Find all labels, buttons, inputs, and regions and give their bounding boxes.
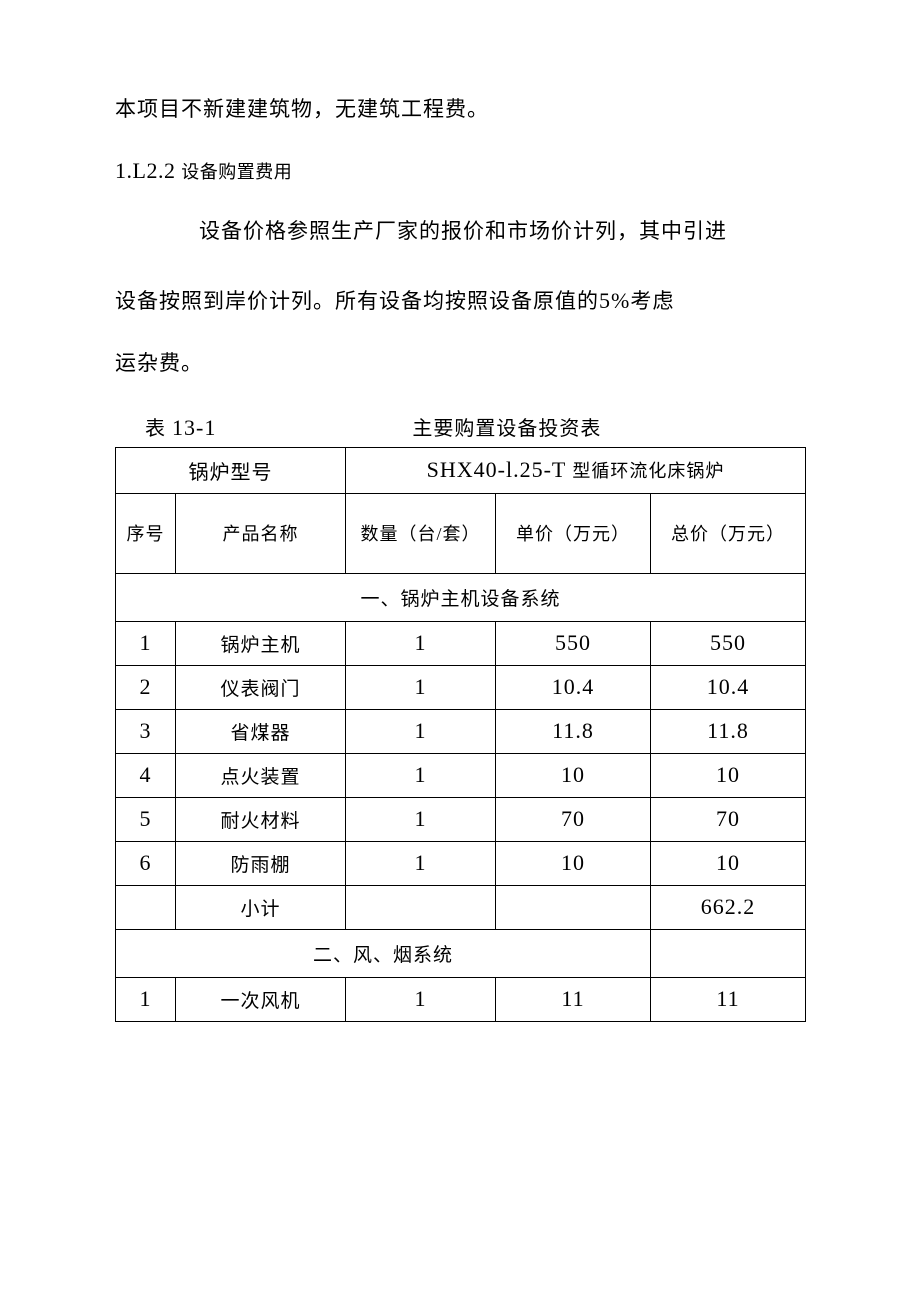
cell-seq: 2	[116, 665, 176, 709]
table-caption: 表 13-1 主要购置设备投资表	[115, 412, 805, 441]
cell-name: 小计	[176, 885, 346, 929]
cell-price	[496, 885, 651, 929]
section-2-header: 二、风、烟系统	[116, 929, 806, 977]
cell-name: 锅炉主机	[176, 621, 346, 665]
table-row: 4 点火装置 1 10 10	[116, 753, 806, 797]
col-seq-header: 序号	[116, 493, 176, 573]
cell-total: 11	[651, 977, 806, 1021]
table-title: 主要购置设备投资表	[412, 412, 601, 441]
table-row: 5 耐火材料 1 70 70	[116, 797, 806, 841]
para3-a: 设备按照到岸价计列。所有设备均按照设备原值的	[115, 289, 599, 313]
cell-total: 550	[651, 621, 806, 665]
col-qty-header: 数量（台/套）	[346, 493, 496, 573]
model-value-cell: SHX40-l.25-T 型循环流化床锅炉	[346, 447, 806, 493]
model-value: SHX40-l.25-T	[427, 457, 567, 482]
section-1-label: 一、锅炉主机设备系统	[116, 573, 806, 621]
cell-qty: 1	[346, 841, 496, 885]
cell-price: 70	[496, 797, 651, 841]
cell-total: 662.2	[651, 885, 806, 929]
section-2-label: 二、风、烟系统	[116, 929, 651, 977]
cell-qty: 1	[346, 709, 496, 753]
subtotal-row: 小计 662.2	[116, 885, 806, 929]
section-1-header: 一、锅炉主机设备系统	[116, 573, 806, 621]
cell-qty: 1	[346, 797, 496, 841]
cell-qty	[346, 885, 496, 929]
cell-total: 70	[651, 797, 806, 841]
cell-name: 耐火材料	[176, 797, 346, 841]
cell-total: 10	[651, 753, 806, 797]
cell-price: 10	[496, 841, 651, 885]
cell-qty: 1	[346, 621, 496, 665]
paragraph-3: 设备按照到岸价计列。所有设备均按照设备原值的5%考虑	[115, 280, 805, 322]
cell-seq: 1	[116, 977, 176, 1021]
cell-name: 省煤器	[176, 709, 346, 753]
cell-total: 10	[651, 841, 806, 885]
cell-name: 点火装置	[176, 753, 346, 797]
intro-paragraph: 本项目不新建建筑物，无建筑工程费。	[115, 90, 805, 130]
section-heading: 1.L2.2 设备购置费用	[115, 158, 805, 184]
table-row: 2 仪表阀门 1 10.4 10.4	[116, 665, 806, 709]
heading-label: 设备购置费用	[181, 162, 292, 182]
investment-table: 锅炉型号 SHX40-l.25-T 型循环流化床锅炉 序号 产品名称 数量（台/…	[115, 447, 806, 1022]
table-row: 3 省煤器 1 11.8 11.8	[116, 709, 806, 753]
heading-number: 1.L2.2	[115, 158, 175, 183]
cell-name: 一次风机	[176, 977, 346, 1021]
cell-name: 仪表阀门	[176, 665, 346, 709]
cell-price: 550	[496, 621, 651, 665]
table-header-row-2: 序号 产品名称 数量（台/套） 单价（万元） 总价（万元）	[116, 493, 806, 573]
paragraph-4: 运杂费。	[115, 344, 805, 384]
table-number: 13-1	[172, 415, 216, 440]
table-header-row-1: 锅炉型号 SHX40-l.25-T 型循环流化床锅炉	[116, 447, 806, 493]
table-row: 1 锅炉主机 1 550 550	[116, 621, 806, 665]
cell-qty: 1	[346, 753, 496, 797]
cell-price: 10	[496, 753, 651, 797]
cell-seq	[116, 885, 176, 929]
cell-name: 防雨棚	[176, 841, 346, 885]
model-suffix: 型循环流化床锅炉	[572, 461, 724, 481]
col-price-header: 单价（万元）	[496, 493, 651, 573]
cell-seq: 3	[116, 709, 176, 753]
para3-b: 考虑	[630, 289, 674, 313]
table-row: 1 一次风机 1 11 11	[116, 977, 806, 1021]
table-row: 6 防雨棚 1 10 10	[116, 841, 806, 885]
model-label-cell: 锅炉型号	[116, 447, 346, 493]
cell-seq: 5	[116, 797, 176, 841]
section-2-empty	[651, 929, 806, 977]
para3-percent: 5%	[599, 288, 630, 313]
col-total-header: 总价（万元）	[651, 493, 806, 573]
cell-seq: 1	[116, 621, 176, 665]
col-name-header: 产品名称	[176, 493, 346, 573]
table-num-prefix: 表	[145, 418, 166, 440]
cell-qty: 1	[346, 977, 496, 1021]
cell-qty: 1	[346, 665, 496, 709]
paragraph-2: 设备价格参照生产厂家的报价和市场价计列，其中引进	[115, 212, 805, 252]
cell-price: 11.8	[496, 709, 651, 753]
cell-seq: 4	[116, 753, 176, 797]
cell-total: 11.8	[651, 709, 806, 753]
cell-total: 10.4	[651, 665, 806, 709]
cell-price: 10.4	[496, 665, 651, 709]
cell-price: 11	[496, 977, 651, 1021]
cell-seq: 6	[116, 841, 176, 885]
